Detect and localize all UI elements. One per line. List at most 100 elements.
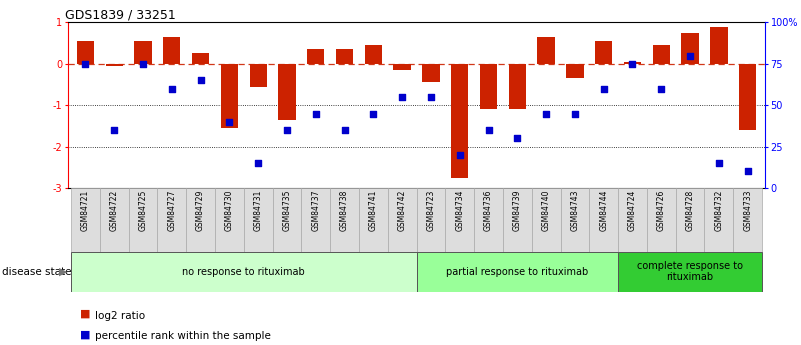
FancyBboxPatch shape bbox=[705, 188, 733, 252]
Text: GSM84723: GSM84723 bbox=[426, 190, 436, 231]
Text: ▶: ▶ bbox=[58, 267, 67, 277]
Bar bbox=[192, 53, 209, 64]
Point bbox=[280, 127, 293, 133]
Bar bbox=[451, 64, 469, 178]
Point bbox=[540, 111, 553, 116]
Text: GDS1839 / 33251: GDS1839 / 33251 bbox=[65, 8, 175, 21]
FancyBboxPatch shape bbox=[128, 188, 157, 252]
FancyBboxPatch shape bbox=[474, 188, 503, 252]
Bar bbox=[595, 41, 612, 64]
Text: partial response to rituximab: partial response to rituximab bbox=[446, 267, 589, 277]
Point bbox=[79, 61, 92, 67]
Bar bbox=[106, 64, 123, 66]
Point bbox=[136, 61, 149, 67]
FancyBboxPatch shape bbox=[417, 188, 445, 252]
Bar bbox=[336, 49, 353, 64]
FancyBboxPatch shape bbox=[272, 188, 301, 252]
Text: GSM84740: GSM84740 bbox=[541, 190, 550, 231]
FancyBboxPatch shape bbox=[186, 188, 215, 252]
Text: GSM84729: GSM84729 bbox=[196, 190, 205, 231]
Point bbox=[482, 127, 495, 133]
FancyBboxPatch shape bbox=[388, 188, 417, 252]
FancyBboxPatch shape bbox=[503, 188, 532, 252]
Text: GSM84728: GSM84728 bbox=[686, 190, 694, 231]
Point bbox=[338, 127, 351, 133]
Point bbox=[598, 86, 610, 91]
FancyBboxPatch shape bbox=[359, 188, 388, 252]
Point bbox=[569, 111, 582, 116]
Bar bbox=[135, 41, 151, 64]
Bar bbox=[393, 64, 411, 70]
Bar bbox=[221, 64, 238, 128]
Text: GSM84725: GSM84725 bbox=[139, 190, 147, 231]
Text: GSM84730: GSM84730 bbox=[225, 190, 234, 231]
Text: GSM84721: GSM84721 bbox=[81, 190, 90, 231]
FancyBboxPatch shape bbox=[100, 188, 128, 252]
FancyBboxPatch shape bbox=[215, 188, 244, 252]
FancyBboxPatch shape bbox=[647, 188, 676, 252]
Point bbox=[425, 94, 437, 100]
Point bbox=[223, 119, 235, 125]
FancyBboxPatch shape bbox=[330, 188, 359, 252]
Bar bbox=[480, 64, 497, 109]
Text: GSM84742: GSM84742 bbox=[397, 190, 407, 231]
FancyBboxPatch shape bbox=[445, 188, 474, 252]
Text: GSM84736: GSM84736 bbox=[484, 190, 493, 231]
Bar bbox=[307, 49, 324, 64]
FancyBboxPatch shape bbox=[71, 188, 100, 252]
Point bbox=[453, 152, 466, 158]
Text: GSM84734: GSM84734 bbox=[455, 190, 465, 231]
Text: ■: ■ bbox=[80, 309, 91, 319]
Text: GSM84726: GSM84726 bbox=[657, 190, 666, 231]
Point bbox=[165, 86, 178, 91]
Point bbox=[626, 61, 639, 67]
Bar bbox=[710, 27, 727, 64]
FancyBboxPatch shape bbox=[618, 188, 647, 252]
Text: no response to rituximab: no response to rituximab bbox=[183, 267, 305, 277]
Bar bbox=[624, 62, 641, 64]
FancyBboxPatch shape bbox=[532, 188, 561, 252]
Point bbox=[741, 169, 754, 174]
Text: GSM84732: GSM84732 bbox=[714, 190, 723, 231]
Point bbox=[309, 111, 322, 116]
Text: GSM84733: GSM84733 bbox=[743, 190, 752, 231]
FancyBboxPatch shape bbox=[561, 188, 590, 252]
Bar bbox=[364, 45, 382, 64]
Bar bbox=[163, 37, 180, 64]
Bar bbox=[422, 64, 440, 82]
Text: GSM84731: GSM84731 bbox=[254, 190, 263, 231]
FancyBboxPatch shape bbox=[301, 188, 330, 252]
Text: GSM84738: GSM84738 bbox=[340, 190, 349, 231]
Point bbox=[712, 160, 725, 166]
Text: GSM84727: GSM84727 bbox=[167, 190, 176, 231]
FancyBboxPatch shape bbox=[244, 188, 272, 252]
Point bbox=[684, 53, 697, 58]
FancyBboxPatch shape bbox=[733, 188, 762, 252]
Bar bbox=[682, 33, 698, 64]
Bar bbox=[509, 64, 526, 109]
Text: GSM84724: GSM84724 bbox=[628, 190, 637, 231]
Point bbox=[655, 86, 668, 91]
Bar bbox=[566, 64, 584, 78]
Bar bbox=[739, 64, 756, 130]
FancyBboxPatch shape bbox=[618, 252, 762, 292]
FancyBboxPatch shape bbox=[590, 188, 618, 252]
Bar bbox=[249, 64, 267, 87]
Point bbox=[194, 78, 207, 83]
Text: GSM84737: GSM84737 bbox=[312, 190, 320, 231]
Text: GSM84722: GSM84722 bbox=[110, 190, 119, 231]
FancyBboxPatch shape bbox=[676, 188, 705, 252]
Bar bbox=[537, 37, 555, 64]
Text: GSM84739: GSM84739 bbox=[513, 190, 521, 231]
Point bbox=[396, 94, 409, 100]
Text: disease state: disease state bbox=[2, 267, 71, 277]
Point bbox=[367, 111, 380, 116]
Text: GSM84735: GSM84735 bbox=[283, 190, 292, 231]
FancyBboxPatch shape bbox=[157, 188, 186, 252]
Text: percentile rank within the sample: percentile rank within the sample bbox=[95, 332, 271, 341]
Bar bbox=[653, 45, 670, 64]
FancyBboxPatch shape bbox=[71, 252, 417, 292]
FancyBboxPatch shape bbox=[417, 252, 618, 292]
Text: GSM84743: GSM84743 bbox=[570, 190, 579, 231]
Point bbox=[252, 160, 264, 166]
